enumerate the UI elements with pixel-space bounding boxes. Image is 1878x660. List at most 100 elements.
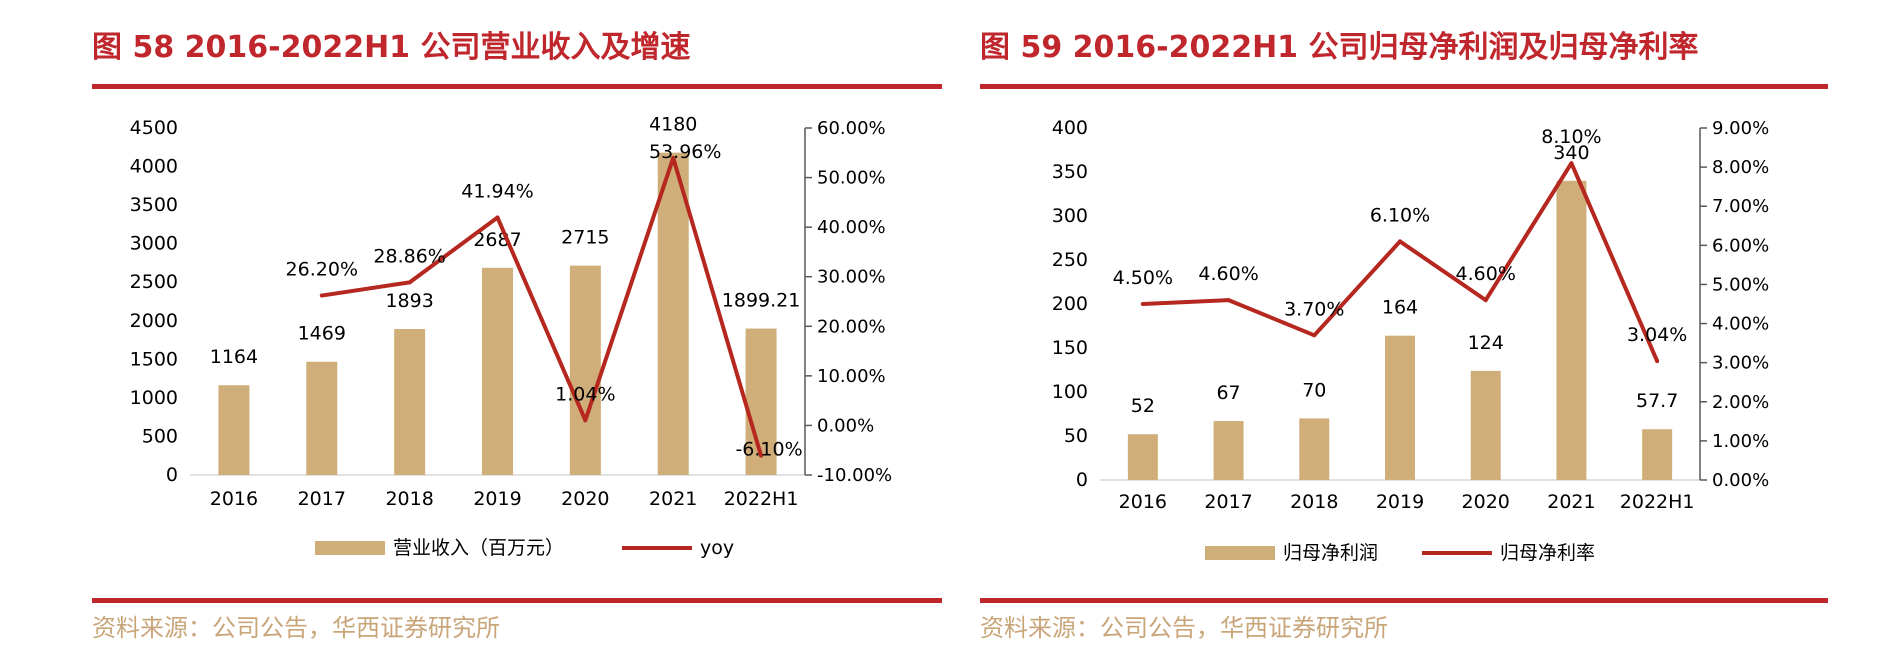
legend-bar-swatch — [315, 541, 385, 555]
bar-data-label: 67 — [1216, 382, 1240, 404]
source-rule — [92, 598, 942, 603]
x-category-label: 2016 — [1119, 491, 1167, 513]
y-right-tick-label: 50.00% — [817, 168, 886, 189]
bar-2021 — [657, 152, 689, 476]
y-left-tick-label: 150 — [1052, 337, 1088, 359]
bar-2018 — [394, 329, 426, 475]
line-point-2017 — [319, 293, 324, 298]
y-right-tick-label: 0.00% — [1712, 470, 1769, 491]
bar-2017 — [1213, 421, 1244, 480]
y-right-tick-label: 60.00% — [817, 118, 886, 139]
y-right-tick-label: -10.00% — [817, 465, 892, 486]
y-right-tick-label: 40.00% — [817, 217, 886, 238]
bar-2019 — [1385, 335, 1415, 480]
line-data-label: 26.20% — [286, 259, 358, 281]
x-category-label: 2016 — [210, 488, 258, 510]
line-point-2021 — [1569, 161, 1574, 166]
x-category-label: 2020 — [1462, 491, 1510, 513]
line-point-2019 — [1398, 239, 1402, 244]
line-series-yoy — [321, 155, 763, 457]
bar-data-label: 340 — [1553, 142, 1589, 164]
title-rule — [92, 84, 942, 89]
bar-2021 — [1556, 180, 1587, 481]
y-left-tick-label: 200 — [1052, 293, 1088, 315]
figure-title: 图 58 2016-2022H1 公司营业收入及增速 — [92, 30, 691, 65]
bar-2020 — [1470, 370, 1501, 480]
bar-2018 — [1299, 418, 1330, 480]
bar-2022H1 — [1642, 429, 1673, 480]
y-left-tick-label: 4000 — [130, 156, 178, 178]
y-left-tick-label: 350 — [1052, 161, 1088, 183]
figure-59-panel: 图 59 2016-2022H1 公司归母净利润及归母净利率 0 50 100 150… — [960, 0, 1878, 660]
y-right-tick-label: 8.00% — [1712, 157, 1769, 178]
line-point-2022H1 — [759, 453, 764, 458]
bar-data-label: 1899.21 — [722, 290, 801, 312]
x-category-label: 2018 — [1290, 491, 1338, 513]
bar-data-label: 164 — [1382, 297, 1418, 319]
bar-data-label: 4180 — [649, 114, 697, 136]
line-data-label: 28.86% — [373, 245, 445, 267]
bar-data-label: 2715 — [561, 227, 609, 249]
y-left-tick-label: 4500 — [130, 117, 178, 139]
line-data-label: 41.94% — [461, 181, 533, 203]
source-note: 资料来源：公司公告，华西证券研究所 — [92, 614, 500, 642]
revenue-chart: 0 500 1000 1500 2000 2500 3000 3500 4000 4500 -10.… — [130, 114, 893, 559]
bar-data-label: 70 — [1302, 379, 1326, 401]
y-left-tick-label: 3500 — [130, 194, 178, 216]
bar-2016 — [218, 385, 250, 475]
y-left-tick-label: 1000 — [130, 387, 178, 409]
line-data-label: 3.04% — [1627, 324, 1687, 346]
y-right-tick-label: 30.00% — [817, 267, 886, 288]
bar-2016 — [1127, 434, 1158, 480]
x-category-label: 2018 — [385, 488, 433, 510]
line-data-label: 4.60% — [1456, 263, 1516, 285]
line-data-label: 53.96% — [649, 141, 721, 163]
bar-2020 — [569, 265, 601, 475]
title-rule — [980, 84, 1828, 89]
line-point-2018 — [407, 280, 412, 285]
y-right-tick-label: 3.00% — [1712, 353, 1769, 374]
y-left-tick-label: 500 — [142, 425, 178, 447]
y-right-tick-label: 9.00% — [1712, 118, 1769, 139]
line-point-2022H1 — [1655, 359, 1660, 364]
source-note: 资料来源：公司公告，华西证券研究所 — [980, 614, 1388, 642]
y-left-tick-label: 0 — [166, 464, 178, 486]
y-right-tick-label: 5.00% — [1712, 274, 1769, 295]
y-left-tick-label: 250 — [1052, 249, 1088, 271]
line-data-label: 3.70% — [1284, 298, 1344, 320]
legend-line-label: yoy — [700, 537, 734, 559]
line-point-2019 — [495, 215, 500, 220]
bar-data-label: 52 — [1131, 395, 1155, 417]
y-right-tick-label: 4.00% — [1712, 314, 1769, 335]
y-left-tick-label: 3000 — [130, 233, 178, 255]
x-category-label: 2022H1 — [1620, 491, 1695, 513]
x-category-label: 2022H1 — [724, 488, 799, 510]
line-data-label: 1.04% — [555, 383, 615, 405]
y-left-tick-label: 2000 — [130, 310, 178, 332]
line-point-2016 — [1140, 302, 1145, 306]
y-right-tick-label: 7.00% — [1712, 196, 1769, 217]
x-category-label: 2021 — [1547, 491, 1595, 513]
bar-2017 — [306, 361, 338, 475]
line-point-2020 — [1483, 298, 1488, 303]
x-category-label: 2021 — [649, 488, 697, 510]
y-left-tick-label: 50 — [1064, 425, 1088, 447]
x-category-label: 2017 — [298, 488, 346, 510]
bar-data-label: 57.7 — [1636, 390, 1678, 412]
line-point-2020 — [583, 418, 588, 423]
figure-title: 图 59 2016-2022H1 公司归母净利润及归母净利率 — [980, 30, 1699, 65]
line-data-label: 6.10% — [1370, 204, 1430, 226]
bar-data-label: 124 — [1468, 332, 1504, 354]
y-left-tick-label: 300 — [1052, 205, 1088, 227]
legend-line-label: 归母净利率 — [1500, 542, 1595, 564]
source-rule — [980, 598, 1828, 603]
net-profit-chart: 0 50 100 150 200 250 300 350 400 0.00% 1.00% 2.00% 3… — [1052, 117, 1769, 564]
y-right-tick-label: 1.00% — [1712, 431, 1769, 452]
y-right-tick-label: 20.00% — [817, 316, 886, 337]
bar-data-label: 1469 — [298, 323, 346, 345]
y-right-tick-label: 0.00% — [817, 415, 874, 436]
line-data-label: 4.60% — [1198, 263, 1258, 285]
x-category-label: 2017 — [1204, 491, 1252, 513]
legend-bar-label: 营业收入（百万元） — [393, 537, 564, 559]
x-category-label: 2019 — [1376, 491, 1424, 513]
